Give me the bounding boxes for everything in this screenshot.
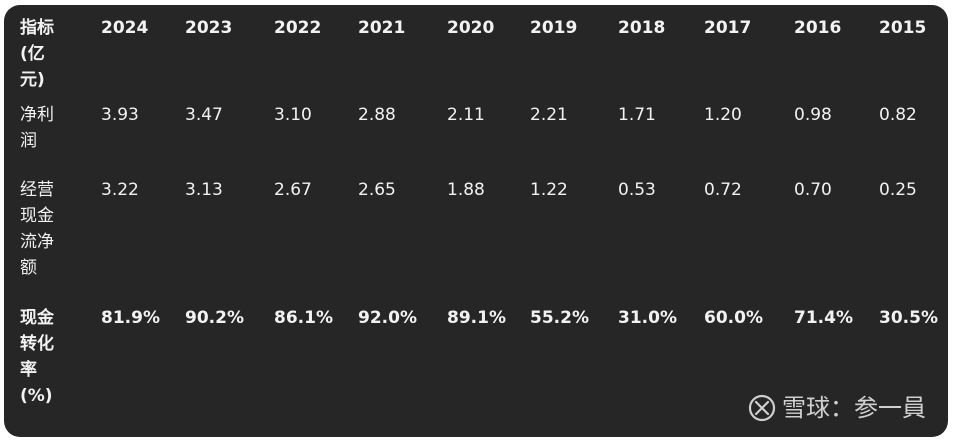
xueqiu-logo-icon [748, 394, 776, 422]
table-cell: 89.1% [447, 308, 506, 328]
table-cell: 1.88 [447, 180, 485, 200]
table-row-net-profit: 净利润 3.93 3.47 3.10 2.88 2.11 2.21 1.71 1… [4, 102, 948, 177]
header-label-cell: 指标(亿元) [4, 5, 101, 102]
table-cell: 2.67 [274, 180, 312, 200]
year-header: 2021 [358, 18, 406, 38]
table-cell: 0.82 [879, 105, 917, 125]
data-card: 指标(亿元) 2024 2023 2022 2021 2020 2019 201… [4, 5, 948, 437]
table-cell: 1.20 [704, 105, 742, 125]
table-row-cash-conversion: 现金转化率(%) 81.9% 90.2% 86.1% 92.0% 89.1% 5… [4, 303, 948, 420]
table-cell: 71.4% [794, 308, 853, 328]
table-cell: 2.11 [447, 105, 485, 125]
table-cell: 3.93 [101, 105, 139, 125]
year-header: 2019 [530, 18, 578, 38]
table-cell: 31.0% [618, 308, 677, 328]
table-cell: 2.65 [358, 180, 396, 200]
watermark-text: 雪球：参一員 [782, 394, 926, 422]
table-cell: 60.0% [704, 308, 763, 328]
table-cell: 0.70 [794, 180, 832, 200]
table-cell: 0.53 [618, 180, 656, 200]
row-label: 经营现金流净额 [20, 180, 54, 278]
header-row: 指标(亿元) 2024 2023 2022 2021 2020 2019 201… [4, 5, 948, 102]
table-cell: 30.5% [879, 308, 938, 328]
table-cell: 1.71 [618, 105, 656, 125]
table-cell: 3.10 [274, 105, 312, 125]
year-header: 2016 [794, 18, 842, 38]
table-cell: 92.0% [358, 308, 417, 328]
table-cell: 1.22 [530, 180, 568, 200]
financial-table: 指标(亿元) 2024 2023 2022 2021 2020 2019 201… [4, 5, 948, 420]
table-cell: 3.47 [185, 105, 223, 125]
row-label: 净利润 [20, 105, 54, 151]
year-header: 2023 [185, 18, 233, 38]
table-cell: 55.2% [530, 308, 589, 328]
table-cell: 81.9% [101, 308, 160, 328]
row-label-cell: 净利润 [4, 102, 101, 177]
table-cell: 2.88 [358, 105, 396, 125]
year-header: 2022 [274, 18, 322, 38]
table-cell: 3.22 [101, 180, 139, 200]
year-header: 2015 [879, 18, 927, 38]
table-cell: 90.2% [185, 308, 244, 328]
table-cell: 0.25 [879, 180, 917, 200]
year-header: 2017 [704, 18, 752, 38]
header-label: 指标(亿元) [20, 18, 54, 90]
row-label-cell: 现金转化率(%) [4, 303, 101, 420]
table-row-operating-cash-flow: 经营现金流净额 3.22 3.13 2.67 2.65 1.88 1.22 0.… [4, 177, 948, 303]
row-label-cell: 经营现金流净额 [4, 177, 101, 303]
table-cell: 0.98 [794, 105, 832, 125]
table-cell: 3.13 [185, 180, 223, 200]
watermark: 雪球：参一員 [748, 393, 926, 423]
table-cell: 86.1% [274, 308, 333, 328]
table-cell: 2.21 [530, 105, 568, 125]
year-header: 2018 [618, 18, 666, 38]
year-header: 2020 [447, 18, 495, 38]
year-header: 2024 [101, 18, 149, 38]
row-label: 现金转化率(%) [20, 308, 54, 406]
table-cell: 0.72 [704, 180, 742, 200]
